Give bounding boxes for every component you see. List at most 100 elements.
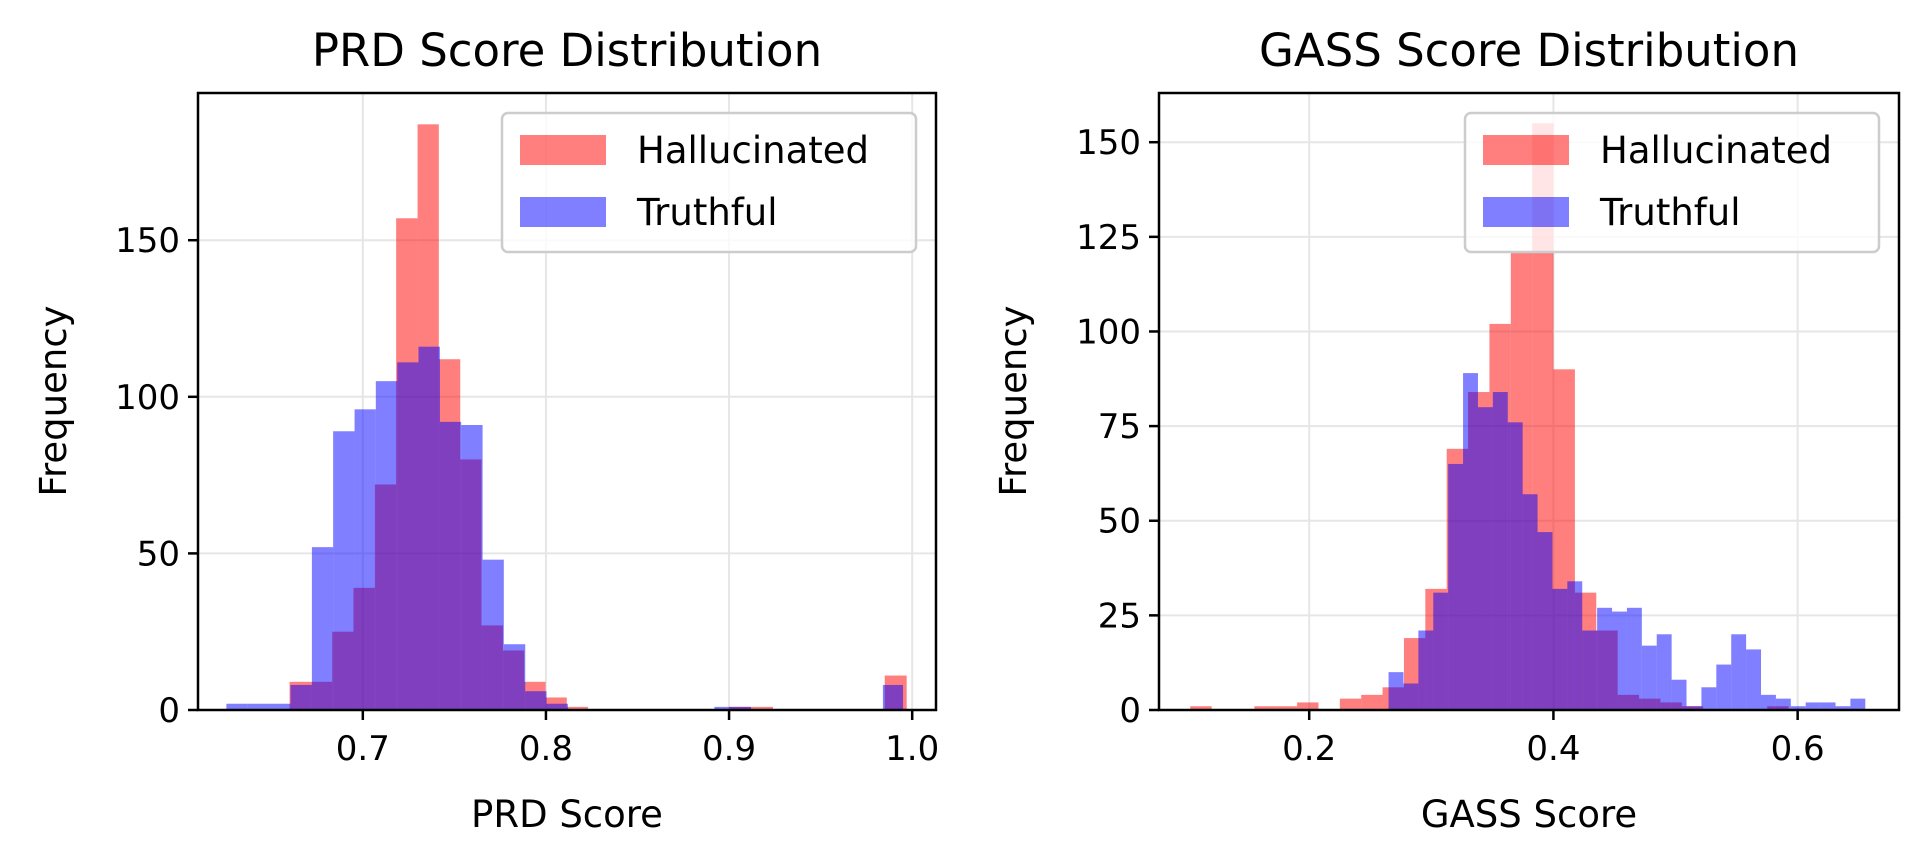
x-tick-label: 0.8 <box>519 729 573 769</box>
legend: Hallucinated Truthful <box>1463 111 1881 254</box>
bar-truthful <box>1731 634 1747 710</box>
legend-label-hallucinated: Hallucinated <box>637 129 869 172</box>
x-axis-label: PRD Score <box>471 793 663 836</box>
bar-truthful <box>503 644 526 710</box>
y-tick-label: 150 <box>1076 123 1141 163</box>
bar-truthful <box>1835 706 1851 710</box>
bar-truthful <box>1522 494 1538 710</box>
bar-truthful <box>439 421 462 710</box>
bar-truthful <box>882 684 904 710</box>
bar-truthful <box>1388 672 1404 710</box>
bar-truthful <box>1612 611 1627 710</box>
bar-truthful <box>1746 649 1762 710</box>
bar-truthful <box>311 547 334 710</box>
x-tick-label: 1.0 <box>885 729 939 769</box>
legend-label-truthful: Truthful <box>1599 191 1741 234</box>
legend-swatch-hallucinated <box>520 135 606 165</box>
chart-title: GASS Score Distribution <box>1259 24 1799 77</box>
bar-truthful <box>247 703 270 710</box>
bar-truthful <box>1805 702 1821 710</box>
bar-truthful <box>1671 679 1687 710</box>
bar-truthful <box>1433 592 1449 710</box>
x-tick-label: 0.2 <box>1282 729 1336 769</box>
bar-truthful <box>1492 392 1508 710</box>
bar-truthful <box>1775 698 1791 710</box>
bar-truthful <box>1790 706 1806 710</box>
prd-chart: PRD Score Distribution 0.7 0.8 0.9 1.0 0 50 10… <box>32 24 939 836</box>
y-tick-label: 100 <box>1076 312 1141 352</box>
y-tick-label: 100 <box>115 378 180 418</box>
y-tick-label: 0 <box>158 691 180 731</box>
bar-truthful <box>1850 698 1866 710</box>
x-tick-label: 0.9 <box>702 729 756 769</box>
x-tick-label: 0.7 <box>336 729 390 769</box>
y-tick-label: 150 <box>115 221 180 261</box>
bar-truthful <box>1626 607 1642 710</box>
x-tick-label: 0.4 <box>1526 729 1580 769</box>
legend-swatch-truthful <box>520 197 606 227</box>
x-axis-label: GASS Score <box>1421 793 1637 836</box>
bar-truthful <box>1507 422 1523 710</box>
y-tick-label: 25 <box>1098 596 1141 636</box>
plot-frame <box>1157 91 1901 712</box>
legend-label-truthful: Truthful <box>636 191 778 234</box>
bar-truthful <box>1537 532 1553 710</box>
bar-truthful <box>1418 630 1434 710</box>
legend-label-hallucinated: Hallucinated <box>1600 129 1832 172</box>
legend: Hallucinated Truthful <box>500 111 918 254</box>
bars <box>1190 123 1866 710</box>
ticks: 0.2 0.4 0.6 0 25 50 75 100 125 150 <box>1076 123 1825 769</box>
bar-truthful <box>1761 694 1776 710</box>
bar-truthful <box>546 703 568 710</box>
bar-hallucinated <box>751 706 774 710</box>
bar-truthful <box>333 431 355 710</box>
bar-truthful <box>290 684 312 710</box>
bar-hallucinated <box>1275 706 1298 710</box>
bars <box>226 124 907 711</box>
bar-truthful <box>1656 634 1672 710</box>
bar-truthful <box>1686 706 1702 710</box>
bar-truthful <box>418 346 440 710</box>
ticks: 0.7 0.8 0.9 1.0 0 50 100 150 <box>115 221 939 769</box>
bar-hallucinated <box>1361 694 1383 710</box>
y-axis-label: Frequency <box>32 305 75 496</box>
bar-hallucinated <box>1190 706 1212 710</box>
bar-hallucinated <box>1297 702 1319 710</box>
y-tick-label: 0 <box>1119 691 1141 731</box>
bar-truthful <box>1448 463 1464 710</box>
bar-truthful <box>354 409 376 710</box>
y-tick-label: 50 <box>137 534 180 574</box>
y-tick-label: 50 <box>1098 502 1141 542</box>
bar-truthful <box>1597 607 1613 710</box>
bar-truthful <box>1582 630 1598 710</box>
plot-frame <box>196 91 938 712</box>
bar-truthful <box>226 703 248 710</box>
bar-truthful <box>269 703 291 710</box>
bar-truthful <box>1716 664 1732 710</box>
bar-truthful <box>1463 373 1478 710</box>
bar-truthful <box>1403 683 1419 710</box>
gass-chart: GASS Score Distribution 0.2 0.4 0.6 0 25 50 75… <box>992 24 1901 836</box>
legend-swatch-hallucinated <box>1483 135 1569 165</box>
bar-truthful <box>375 381 398 710</box>
y-tick-label: 125 <box>1076 218 1141 258</box>
bar-truthful <box>1701 687 1717 710</box>
chart-title: PRD Score Distribution <box>312 24 822 77</box>
bar-truthful <box>482 559 504 710</box>
bar-truthful <box>525 691 547 710</box>
bar-hallucinated <box>566 706 589 710</box>
y-axis-label: Frequency <box>992 305 1035 496</box>
legend-swatch-truthful <box>1483 197 1569 227</box>
bar-truthful <box>461 424 483 710</box>
bar-truthful <box>397 362 419 710</box>
bar-truthful <box>1477 407 1493 710</box>
bar-hallucinated <box>1254 706 1276 710</box>
bar-truthful <box>1567 581 1583 710</box>
y-tick-label: 75 <box>1098 407 1141 447</box>
x-tick-label: 0.6 <box>1771 729 1825 769</box>
bar-truthful <box>1552 588 1568 710</box>
bar-truthful <box>714 706 752 710</box>
bar-truthful <box>1820 702 1836 710</box>
bar-truthful <box>1641 645 1657 710</box>
